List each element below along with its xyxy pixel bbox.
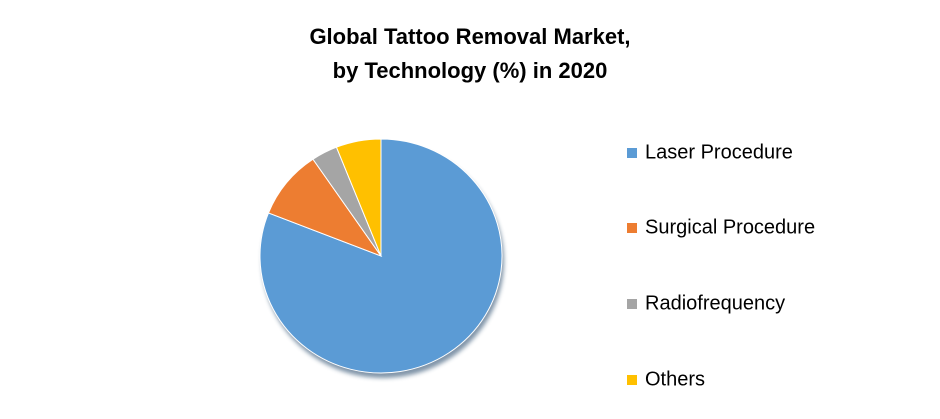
legend-label: Surgical Procedure [645,216,815,238]
legend-label: Radiofrequency [645,292,785,314]
legend-label: Laser Procedure [645,141,793,163]
pie-slice [335,138,382,257]
chart-title: Global Tattoo Removal Market, [309,24,630,49]
chart-title: by Technology (%) in 2020 [333,58,608,83]
legend-swatch [627,148,637,158]
legend-swatch [627,223,637,233]
legend-swatch [627,299,637,309]
legend-swatch [627,375,637,385]
legend-label: Others [645,368,705,390]
